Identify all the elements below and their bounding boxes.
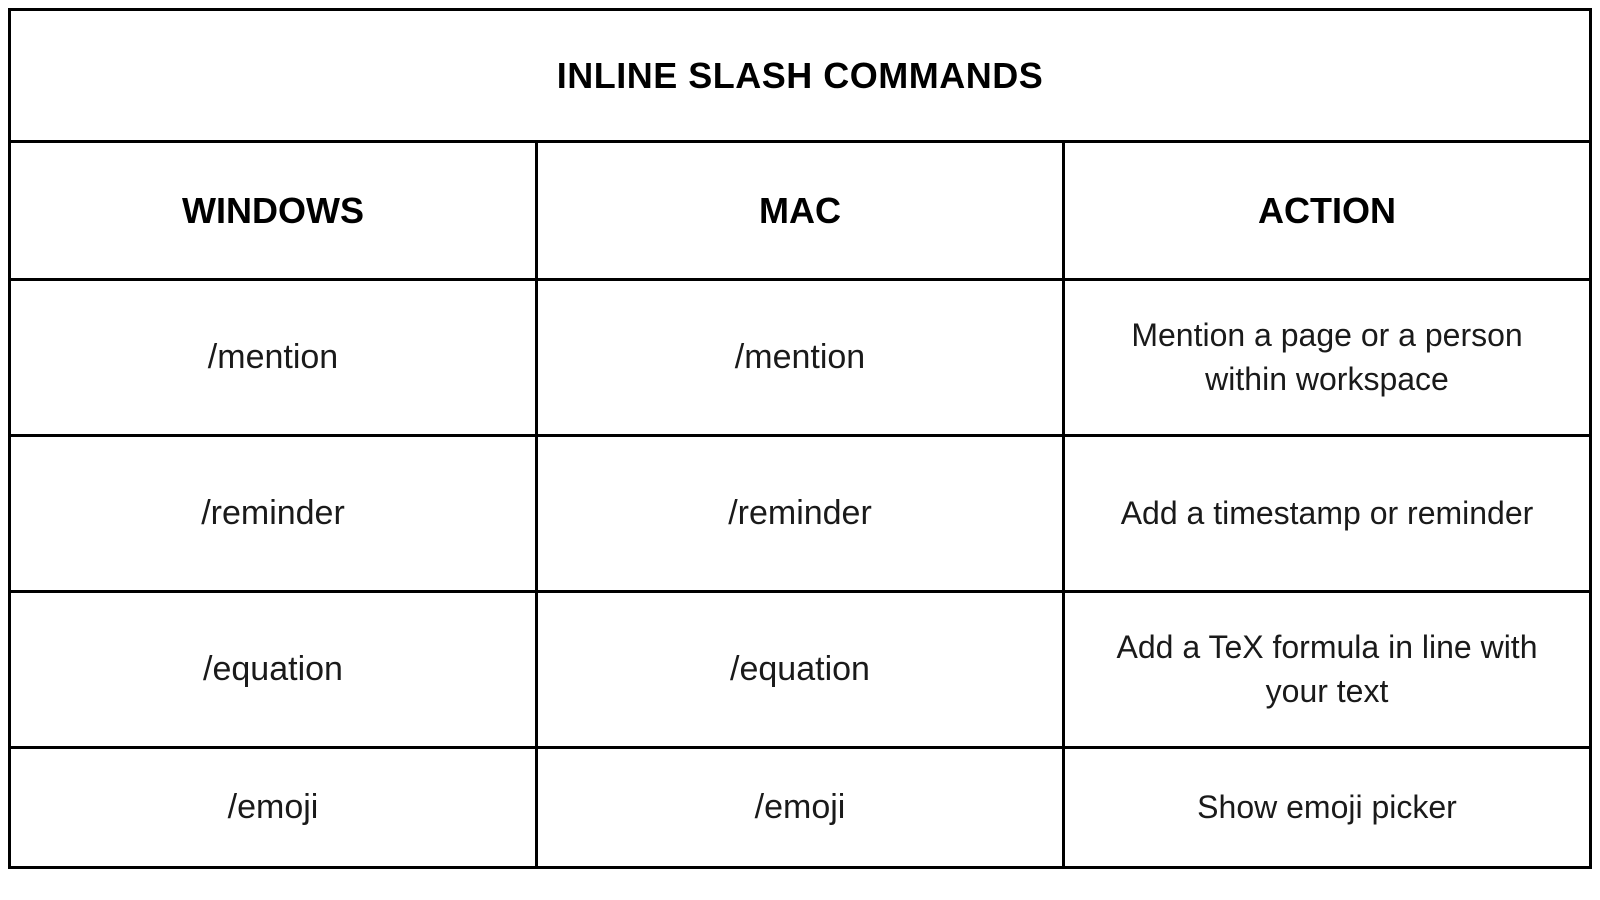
cell-action: Show emoji picker (1064, 748, 1591, 868)
cell-mac: /reminder (537, 436, 1064, 592)
slash-commands-table-wrap: INLINE SLASH COMMANDS WINDOWS MAC ACTION… (8, 8, 1592, 869)
cell-mac: /equation (537, 592, 1064, 748)
cell-action: Mention a page or a person within worksp… (1064, 280, 1591, 436)
table-row: /emoji /emoji Show emoji picker (10, 748, 1591, 868)
cell-windows: /equation (10, 592, 537, 748)
table-row: /mention /mention Mention a page or a pe… (10, 280, 1591, 436)
cell-action: Add a TeX formula in line with your text (1064, 592, 1591, 748)
table-header-row: WINDOWS MAC ACTION (10, 142, 1591, 280)
cell-mac: /mention (537, 280, 1064, 436)
col-header-action: ACTION (1064, 142, 1591, 280)
cell-windows: /reminder (10, 436, 537, 592)
cell-mac: /emoji (537, 748, 1064, 868)
cell-action: Add a timestamp or reminder (1064, 436, 1591, 592)
col-header-mac: MAC (537, 142, 1064, 280)
cell-windows: /mention (10, 280, 537, 436)
table-title-row: INLINE SLASH COMMANDS (10, 10, 1591, 142)
col-header-windows: WINDOWS (10, 142, 537, 280)
cell-windows: /emoji (10, 748, 537, 868)
table-row: /reminder /reminder Add a timestamp or r… (10, 436, 1591, 592)
slash-commands-table: INLINE SLASH COMMANDS WINDOWS MAC ACTION… (8, 8, 1592, 869)
table-title: INLINE SLASH COMMANDS (10, 10, 1591, 142)
table-row: /equation /equation Add a TeX formula in… (10, 592, 1591, 748)
